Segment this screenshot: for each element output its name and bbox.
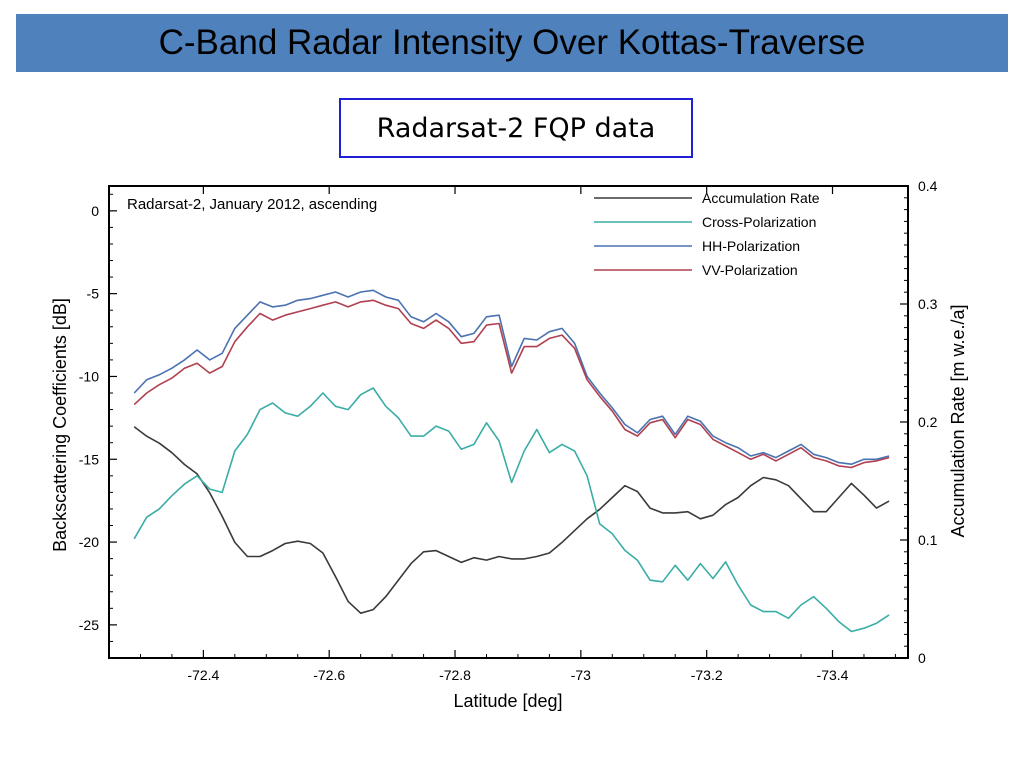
series-line-accumulation-rate [133, 426, 890, 615]
y2-tick-label: 0.2 [918, 414, 938, 430]
x-tick-label: -72.8 [439, 667, 471, 683]
y-tick-label: -20 [79, 534, 99, 550]
slide-title-bar: C-Band Radar Intensity Over Kottas-Trave… [16, 14, 1008, 72]
x-tick-label: -72.4 [187, 667, 219, 683]
slide-subtitle: Radarsat-2 FQP data [376, 112, 656, 144]
y2-axis-title: Accumulation Rate [m w.e./a] [948, 304, 968, 537]
legend: Accumulation Rate Cross-Polarization HH-Po… [594, 190, 820, 278]
x-axis-title: Latitude [deg] [453, 691, 562, 711]
y2-tick-label: 0.1 [918, 532, 938, 548]
series-line-hh-polarization [133, 289, 890, 466]
series-group [133, 289, 890, 633]
y-tick-label: 0 [91, 203, 99, 219]
legend-label-accumulation-rate: Accumulation Rate [702, 190, 820, 206]
legend-label-hh-polarization: HH-Polarization [702, 238, 800, 254]
y-axis-title: Backscattering Coefficients [dB] [50, 298, 70, 552]
y-tick-label: -10 [79, 368, 99, 384]
y2-tick-label: 0 [918, 650, 926, 666]
y-tick-label: -15 [79, 451, 99, 467]
series-line-vv-polarization [133, 299, 890, 469]
y-tick-label: -5 [87, 286, 100, 302]
slide-subtitle-box: Radarsat-2 FQP data [339, 98, 693, 158]
legend-label-vv-polarization: VV-Polarization [702, 262, 798, 278]
chart-annotation: Radarsat-2, January 2012, ascending [127, 196, 377, 213]
plot-frame [108, 185, 909, 659]
x-tick-label: -73.4 [817, 667, 849, 683]
axes: -72.4 -72.6 -72.8 -73 -73.2 -73.4 0 -5 -10 -15 -20… [79, 178, 938, 683]
y-tick-label: -25 [79, 617, 99, 633]
y2-tick-label: 0.3 [918, 296, 938, 312]
x-tick-label: -72.6 [313, 667, 345, 683]
x-tick-label: -73 [571, 667, 591, 683]
x-tick-label: -73.2 [691, 667, 723, 683]
slide-title: C-Band Radar Intensity Over Kottas-Trave… [158, 23, 866, 62]
series-line-cross-polarization [133, 387, 890, 633]
y2-tick-label: 0.4 [918, 178, 938, 194]
legend-label-cross-polarization: Cross-Polarization [702, 214, 816, 230]
